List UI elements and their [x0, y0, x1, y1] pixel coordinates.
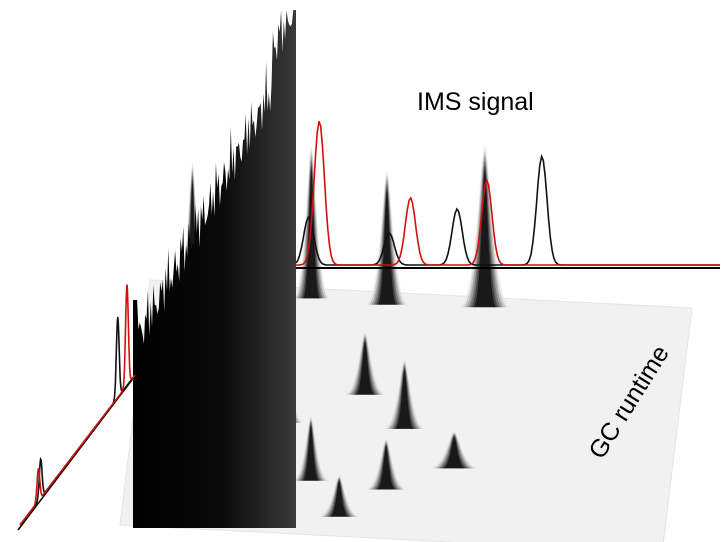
- ims-signal-axis-label: IMS signal: [417, 88, 534, 116]
- surface-peak: [458, 146, 511, 308]
- surface-peak: [291, 416, 330, 481]
- spectra-wall: [133, 10, 296, 528]
- gc-chromatogram-black: [19, 316, 136, 526]
- surface-peak: [382, 359, 427, 429]
- surface-peak: [317, 475, 361, 517]
- surface-peak: [176, 163, 209, 290]
- surface-peak: [343, 332, 387, 395]
- ims-spectrum-red: [296, 121, 720, 266]
- surface-peak: [428, 431, 481, 469]
- gc-chromatogram-red: [19, 284, 136, 526]
- ims-spectrum-black: [295, 153, 720, 266]
- surface-peak: [364, 438, 408, 490]
